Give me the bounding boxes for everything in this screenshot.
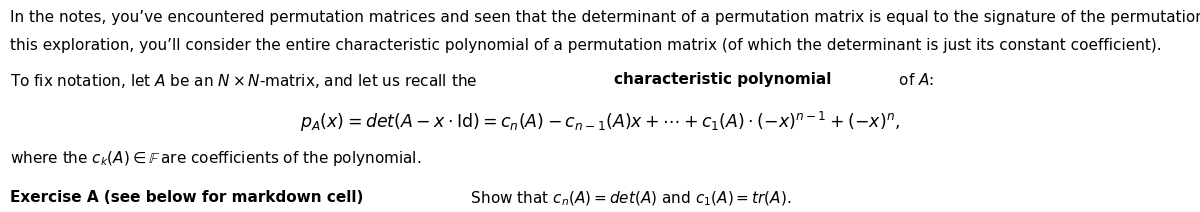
Text: To fix notation, let $A$ be an $N \times N$-matrix, and let us recall the: To fix notation, let $A$ be an $N \times… [10,72,478,90]
Text: Show that $c_n(A) = \mathit{det}(A)$ and $c_1(A) = \mathit{tr}(A)$.: Show that $c_n(A) = \mathit{det}(A)$ and… [466,190,791,208]
Text: characteristic polynomial: characteristic polynomial [613,72,830,87]
Text: In the notes, you’ve encountered permutation matrices and seen that the determin: In the notes, you’ve encountered permuta… [10,10,1200,25]
Text: $p_A(x) = \mathit{det}(A - x \cdot \mathrm{Id}) = c_n(A) - c_{n-1}(A)x + \cdots : $p_A(x) = \mathit{det}(A - x \cdot \math… [300,110,900,134]
Text: where the $c_k(A) \in \mathbb{F}$ are coefficients of the polynomial.: where the $c_k(A) \in \mathbb{F}$ are co… [10,149,421,169]
Text: of $A$:: of $A$: [894,72,935,88]
Text: this exploration, you’ll consider the entire characteristic polynomial of a perm: this exploration, you’ll consider the en… [10,38,1162,53]
Text: Exercise A (see below for markdown cell): Exercise A (see below for markdown cell) [10,190,362,205]
